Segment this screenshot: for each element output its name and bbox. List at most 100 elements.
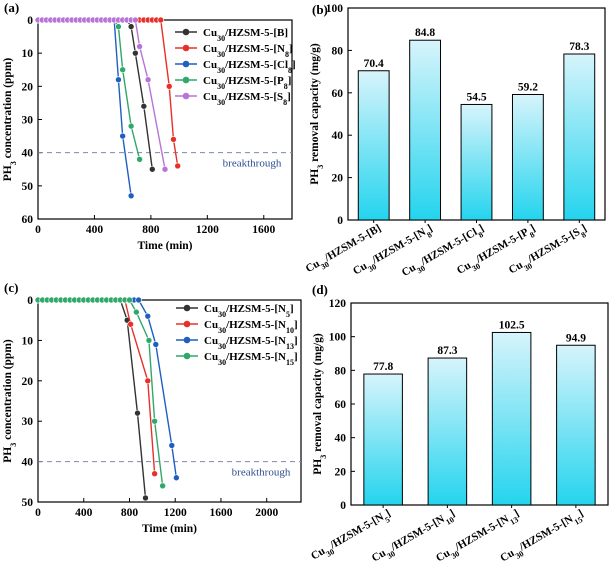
data-point [174,162,181,170]
data-point [168,442,176,449]
y-tick-label: 0 [337,215,343,227]
series-4 [34,16,169,173]
legend-swatch-marker [183,304,191,312]
legend-entry: Cu30/HZSM-5-[N5] [204,303,294,319]
bar [427,357,468,506]
data-point [126,296,133,304]
y-tick-label: 100 [329,332,347,344]
series-line [38,19,153,170]
y-tick-label: 20 [335,466,347,478]
series-3 [34,16,143,163]
bar [491,331,532,506]
data-point [152,341,160,348]
legend-swatch-marker [182,44,190,52]
legend-entry: Cu30/HZSM-5-[N8] [203,43,293,59]
legend-swatch-marker [182,76,190,84]
series-line [38,19,179,167]
y-tick-label: 10 [22,48,34,60]
y-tick-label: 10 [22,335,34,347]
legend-entry: Cu30/HZSM-5-[B] [203,27,288,43]
y-tick-label: 80 [332,45,344,57]
plot-frame [37,299,302,503]
y-tick-label: 40 [22,457,34,469]
data-point [157,16,165,24]
bar [409,39,442,221]
data-point [140,102,148,110]
x-tick-label: 400 [75,507,93,519]
bar [460,103,493,221]
data-point [151,470,158,478]
y-tick-label: 0 [27,295,33,307]
y-tick-label: 40 [22,148,34,160]
panel-letter-a: (a) [4,0,19,15]
y-axis-label: PH3 concentration (ppm) [2,339,18,463]
y-tick-label: 120 [329,298,347,310]
y-axis-label: PH3 removal capacity (mg/g) [309,43,325,185]
bar [357,70,390,221]
legend-entry: Cu30/HZSM-5-[N15] [204,351,298,367]
data-point [119,132,126,140]
bar-value-label: 84.8 [415,27,435,39]
panel-c-line-chart: 0 400 800 1200 1600 2000 0 10 20 30 40 50 Time (min)… [2,295,302,535]
series-line [38,299,164,486]
x-tick-label: 0 [35,507,41,519]
data-point [142,494,149,502]
data-point [115,76,122,83]
legend-entry: Cu30/HZSM-5-[P8] [203,75,291,91]
y-tick-label: 0 [340,500,346,512]
y-tick-label: 60 [22,214,34,226]
data-point [119,66,126,74]
panel-letter-c: (c) [4,280,18,295]
x-tick-label: 800 [142,224,160,236]
legend-entry: Cu30/HZSM-5-[S8] [203,91,291,107]
x-axis-label: Time (min) [142,523,197,535]
x-tick-label: 800 [121,507,139,519]
legend-swatch-marker [182,92,190,100]
data-point [151,417,158,425]
series-line [38,19,166,170]
bar [556,344,596,506]
data-point [132,16,139,24]
y-axis-label: PH3 concentration (ppm) [2,58,18,182]
y-tick-label: 30 [22,115,34,127]
x-tick-label: 1200 [196,224,219,236]
y-axis-label: PH3 removal capacity (mg/g) [312,333,328,475]
y-tick-label: 80 [335,365,347,377]
data-point [127,192,135,200]
y-tick-label: 60 [332,88,344,100]
bar [363,373,403,506]
data-point [144,76,152,83]
series-1 [34,296,158,478]
y-tick-label: 60 [335,399,347,411]
x-axis-label: Time (min) [137,240,192,252]
legend-entry: Cu30/HZSM-5-[N13] [204,335,298,351]
breakthrough-label: breakthrough [223,158,282,170]
breakthrough-label: breakthrough [232,467,291,479]
data-point [159,482,166,490]
x-tick-label: 1200 [164,507,187,519]
series-line [38,19,132,196]
legend-swatch-marker [182,60,190,68]
panel-d-bar-chart: 0 20 40 60 80 100 120 PH3 removal capacity (mg/… [309,298,609,564]
data-point [127,320,134,328]
bar-value-label: 54.5 [466,91,486,103]
y-tick-label: 40 [335,433,347,445]
data-point [132,49,139,57]
series-line [38,299,156,474]
x-tick-label: 0 [35,224,41,236]
data-point [133,308,140,316]
x-tick-label: 1600 [252,224,275,236]
bar-value-label: 102.5 [499,319,525,331]
series-2 [34,296,180,482]
x-tick-label: 400 [86,224,104,236]
series-3 [34,296,166,490]
legend-swatch-marker [183,336,191,344]
x-tick-label: 1600 [209,507,232,519]
panel-b-bar-chart: 0 20 40 60 80 100 PH3 removal capacity (mg/g) 7… [304,3,606,279]
y-tick-label: 30 [22,416,34,428]
series-line [38,299,147,499]
bar [511,93,544,221]
data-point [149,165,156,173]
